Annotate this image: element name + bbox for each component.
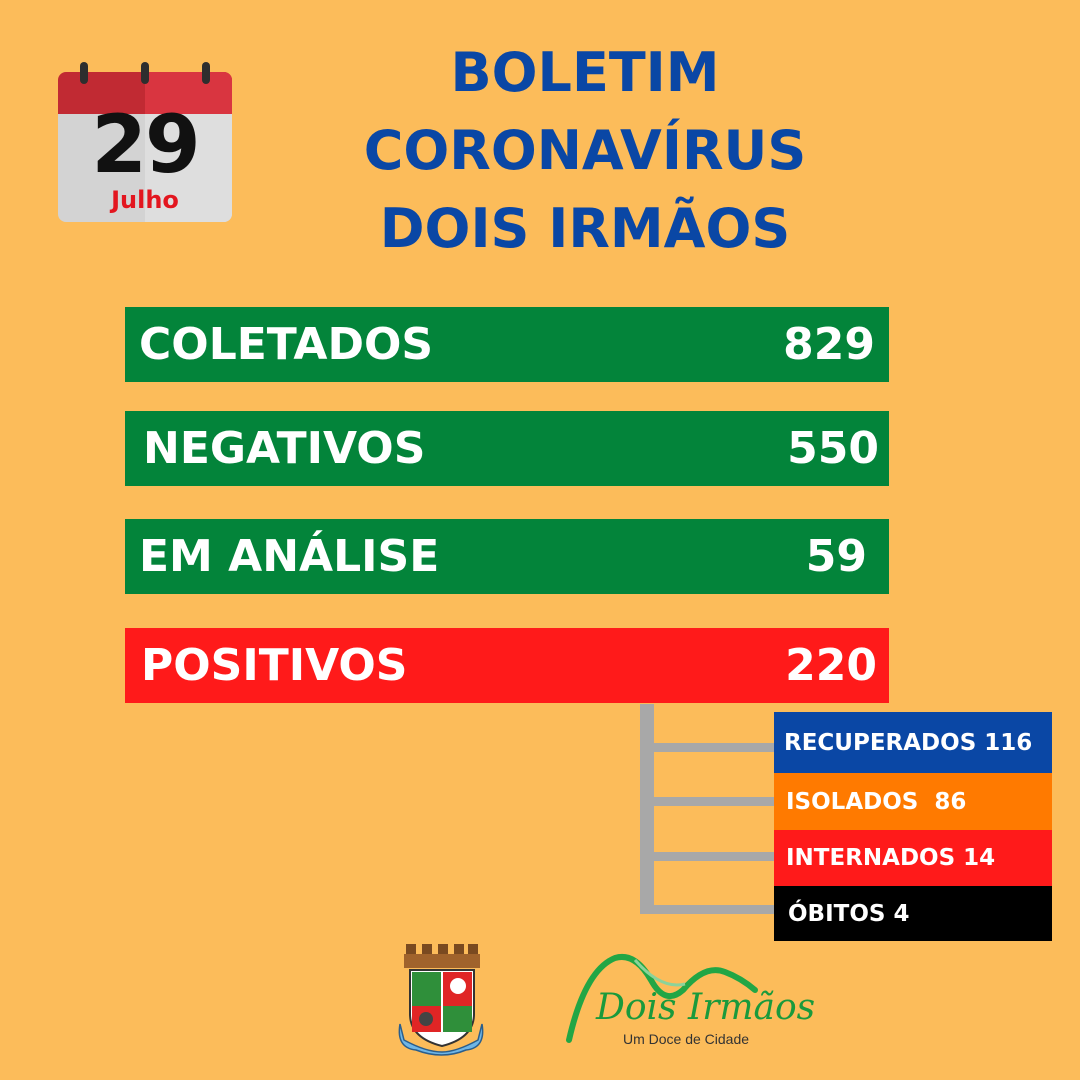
calendar-ring-icon xyxy=(141,62,149,84)
calendar-icon: 29 Julho xyxy=(58,62,232,222)
calendar-ring-icon xyxy=(80,62,88,84)
calendar-day: 29 xyxy=(91,98,200,191)
stat-bar-em-analise: EM ANÁLISE 59 xyxy=(125,519,889,594)
city-logo-slogan: Um Doce de Cidade xyxy=(622,1031,750,1047)
page-title: BOLETIM CORONAVÍRUS DOIS IRMÃOS xyxy=(330,34,840,268)
tree-connector-branch xyxy=(640,852,780,861)
title-line-1: BOLETIM xyxy=(450,41,720,104)
calendar-month: Julho xyxy=(111,186,179,214)
title-line-2: CORONAVÍRUS xyxy=(363,119,807,182)
stat-value: 59 xyxy=(805,531,867,582)
stat-label: NEGATIVOS xyxy=(143,423,426,474)
tree-connector-branch xyxy=(640,743,780,752)
title-line-3: DOIS IRMÃOS xyxy=(379,197,791,260)
calendar-ring-icon xyxy=(202,62,210,84)
stat-bar-positivos: POSITIVOS 220 xyxy=(125,628,889,703)
stat-label: EM ANÁLISE xyxy=(139,531,440,582)
breakdown-internados: INTERNADOS 14 xyxy=(774,830,1052,886)
stat-bar-negativos: NEGATIVOS 550 xyxy=(125,411,889,486)
stat-value: 220 xyxy=(785,640,877,691)
breakdown-obitos: ÓBITOS 4 xyxy=(774,886,1052,941)
stat-bar-coletados: COLETADOS 829 xyxy=(125,307,889,382)
tree-connector-branch xyxy=(640,797,780,806)
city-logo-hills-icon xyxy=(566,954,758,1043)
tree-connector-vertical xyxy=(640,704,654,914)
calendar-page xyxy=(58,114,232,222)
breakdown-isolados: ISOLADOS 86 xyxy=(774,773,1052,830)
stat-label: COLETADOS xyxy=(139,319,434,370)
tree-connector-branch xyxy=(640,905,780,914)
city-logo-name: Dois Irmãos xyxy=(596,987,816,1028)
stat-value: 550 xyxy=(787,423,879,474)
stat-label: POSITIVOS xyxy=(141,640,408,691)
breakdown-recuperados: RECUPERADOS 116 xyxy=(774,712,1052,773)
municipal-coat-of-arms-icon xyxy=(398,944,484,1056)
stat-value: 829 xyxy=(783,319,875,370)
